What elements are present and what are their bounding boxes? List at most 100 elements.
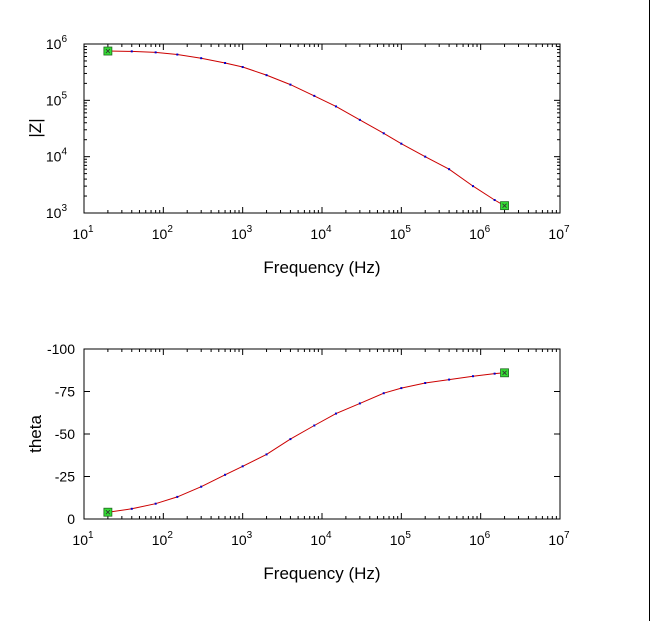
tick-base: 10 — [46, 149, 62, 165]
data-series — [103, 368, 509, 517]
data-point — [241, 465, 244, 468]
data-point — [265, 74, 268, 77]
y-axis: 0 -25 -50 -75 -100 — [47, 341, 560, 527]
data-point — [493, 199, 496, 202]
data-point — [358, 118, 361, 121]
tick-base: 10 — [231, 226, 247, 242]
x-tick-label: 105 — [390, 530, 412, 548]
data-point — [382, 132, 385, 135]
data-point — [289, 83, 292, 86]
endpoint-cross — [502, 203, 507, 208]
x-axis: 101 102 103 104 105 106 107 — [72, 44, 570, 242]
tick-base: 10 — [46, 205, 62, 221]
phase-angle-chart: 101 102 103 104 105 106 107 0-25-50-75-100 Fre… — [26, 341, 570, 583]
plot-frame — [83, 43, 561, 214]
data-point — [400, 142, 403, 145]
data-point — [200, 57, 203, 60]
y-tick-label: -25 — [55, 469, 75, 485]
x-tick-label: 101 — [72, 224, 94, 242]
tick-exponent: 3 — [247, 530, 253, 541]
tick-base: 10 — [310, 226, 326, 242]
data-point — [493, 372, 496, 375]
tick-base: 10 — [469, 532, 485, 548]
data-point — [289, 438, 292, 441]
x-tick-label: 103 — [231, 224, 253, 242]
data-point — [382, 392, 385, 395]
data-point — [334, 412, 337, 415]
tick-base: 10 — [72, 532, 88, 548]
data-point — [400, 387, 403, 390]
y-tick-label: -75 — [55, 384, 75, 400]
x-axis: 101 102 103 104 105 106 107 — [72, 349, 570, 548]
data-point — [424, 382, 427, 384]
y-axis-title: theta — [26, 415, 45, 453]
x-axis-title: Frequency (Hz) — [263, 564, 380, 583]
y-axis-title: |Z| — [26, 118, 45, 137]
tick-base: 10 — [548, 226, 564, 242]
x-tick-label: 106 — [469, 224, 491, 242]
endpoint-cross — [105, 509, 111, 515]
y-tick-label: -50 — [55, 426, 75, 442]
tick-base: 10 — [390, 532, 406, 548]
tick-exponent: 1 — [88, 530, 94, 541]
series-line — [107, 50, 505, 207]
data-point — [241, 66, 244, 69]
data-point — [224, 473, 227, 476]
endpoint-cross — [502, 370, 507, 376]
data-point — [471, 185, 474, 188]
data-point — [176, 495, 179, 498]
tick-base: 10 — [231, 532, 247, 548]
y-tick-label: -100 — [47, 341, 75, 357]
page-right-border — [649, 0, 650, 621]
endpoint-cross — [105, 48, 111, 54]
tick-exponent: 6 — [485, 224, 491, 235]
tick-base: 10 — [46, 92, 62, 108]
tick-exponent: 6 — [61, 34, 67, 45]
tick-exponent: 4 — [61, 147, 67, 158]
y-tick-label: 105 — [46, 90, 68, 108]
tick-base: 10 — [310, 532, 326, 548]
data-point — [176, 53, 179, 56]
tick-exponent: 2 — [167, 224, 173, 235]
tick-base: 10 — [72, 226, 88, 242]
tick-base: 10 — [469, 226, 485, 242]
data-point — [358, 402, 361, 405]
tick-exponent: 4 — [326, 224, 332, 235]
x-tick-label: 105 — [390, 224, 412, 242]
data-point — [334, 105, 337, 108]
x-axis-title: Frequency (Hz) — [263, 258, 380, 277]
x-tick-label: 107 — [548, 530, 570, 548]
y-tick-label: 0 — [67, 511, 75, 527]
y-tick-label: 106 — [46, 34, 68, 52]
series-line — [107, 372, 505, 513]
tick-exponent: 4 — [326, 530, 332, 541]
tick-exponent: 6 — [485, 530, 491, 541]
tick-exponent: 3 — [247, 224, 253, 235]
data-point — [224, 61, 227, 64]
data-point — [130, 50, 133, 53]
tick-base: 10 — [46, 36, 62, 52]
x-tick-label: 103 — [231, 530, 253, 548]
x-tick-label: 102 — [152, 530, 174, 548]
tick-exponent: 7 — [564, 530, 570, 541]
data-point — [424, 155, 427, 158]
data-point — [448, 378, 451, 381]
data-point — [130, 507, 133, 510]
tick-base: 10 — [390, 226, 406, 242]
tick-base: 10 — [152, 226, 168, 242]
x-tick-label: 101 — [72, 530, 94, 548]
data-point — [448, 168, 451, 171]
tick-base: 10 — [548, 532, 564, 548]
x-tick-label: 104 — [310, 224, 332, 242]
tick-exponent: 5 — [405, 530, 411, 541]
tick-exponent: 2 — [167, 530, 173, 541]
y-tick-label: 104 — [46, 147, 68, 165]
tick-exponent: 5 — [405, 224, 411, 235]
x-tick-label: 106 — [469, 530, 491, 548]
x-tick-label: 102 — [152, 224, 174, 242]
data-point — [265, 453, 268, 456]
tick-exponent: 3 — [61, 203, 67, 214]
